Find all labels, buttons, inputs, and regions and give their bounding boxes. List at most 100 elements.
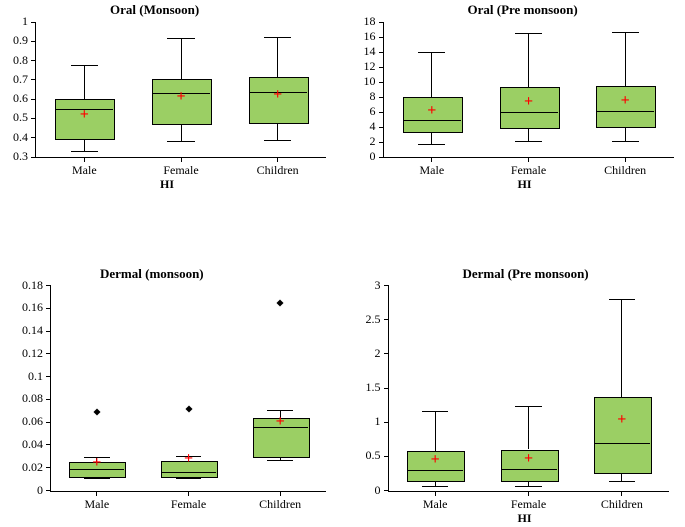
median-line [596, 111, 654, 112]
chart-title: Dermal (monsoon) [100, 266, 204, 282]
category-label: Female [494, 497, 564, 512]
whisker-cap [418, 144, 445, 145]
ytick-mark [31, 79, 36, 80]
ytick-mark [31, 60, 36, 61]
ytick-label: 4 [334, 119, 376, 134]
median-line [407, 470, 463, 471]
category-label: Male [62, 497, 132, 512]
median-line [500, 112, 558, 113]
ytick-mark [46, 331, 51, 332]
chart-title: Oral (Monsoon) [110, 2, 199, 18]
ytick-label: 10 [334, 74, 376, 89]
xtick-mark [84, 157, 85, 162]
ytick-mark [46, 422, 51, 423]
ytick-label: 0.14 [1, 323, 43, 338]
whisker [84, 65, 85, 99]
whisker [431, 52, 432, 97]
panel-dermal-monsoon: Dermal (monsoon) 00.020.040.060.080.10.12… [0, 264, 343, 527]
ytick-label: 0.16 [1, 300, 43, 315]
ytick-mark [46, 353, 51, 354]
xtick-mark [435, 491, 436, 496]
whisker [528, 127, 529, 141]
ytick-mark [31, 22, 36, 23]
whisker-cap [267, 460, 293, 461]
ytick-label: 0.1 [1, 369, 43, 384]
mean-marker: + [92, 455, 101, 471]
ytick-mark [46, 467, 51, 468]
whisker-cap [264, 37, 291, 38]
median-line [403, 120, 461, 121]
ytick-label: 0 [334, 149, 376, 164]
ytick-label: 0.12 [1, 346, 43, 361]
ytick-label: 0.7 [0, 72, 28, 87]
ytick-mark [31, 137, 36, 138]
ytick-label: 0.5 [339, 448, 381, 463]
xtick-mark [96, 491, 97, 496]
whisker-cap [612, 32, 639, 33]
ytick-label: 16 [334, 29, 376, 44]
ytick-label: 1 [339, 414, 381, 429]
whisker [277, 122, 278, 139]
box [594, 397, 652, 474]
panel-oral-monsoon: Oral (Monsoon)0.30.40.50.60.70.80.91Male… [0, 0, 343, 264]
ytick-mark [384, 388, 389, 389]
ytick-mark [46, 444, 51, 445]
mean-marker: + [427, 103, 436, 119]
ytick-label: 2 [334, 134, 376, 149]
plot-area: 00.020.040.060.080.10.120.140.160.18Male… [50, 286, 326, 492]
whisker-cap [167, 38, 194, 39]
ytick-mark [31, 99, 36, 100]
ytick-label: 0 [339, 483, 381, 498]
outlier-marker [185, 405, 192, 412]
xtick-mark [277, 157, 278, 162]
category-label: Children [590, 163, 660, 178]
median-line [594, 443, 650, 444]
category-label: Female [146, 163, 216, 178]
ytick-mark [31, 157, 36, 158]
ytick-label: 0.06 [1, 414, 43, 429]
whisker [84, 138, 85, 152]
ytick-mark [379, 112, 384, 113]
ytick-mark [384, 353, 389, 354]
xtick-mark [621, 491, 622, 496]
whisker [277, 37, 278, 77]
whisker-cap [515, 486, 541, 487]
ytick-mark [379, 97, 384, 98]
whisker-cap [609, 299, 635, 300]
ytick-mark [46, 308, 51, 309]
mean-marker: + [276, 414, 285, 430]
x-axis-label: HI [518, 511, 532, 526]
mean-marker: + [273, 87, 282, 103]
ytick-label: 0.04 [1, 437, 43, 452]
ytick-label: 0.8 [0, 53, 28, 68]
category-label: Male [397, 163, 467, 178]
ytick-mark [379, 22, 384, 23]
ytick-label: 0.18 [1, 278, 43, 293]
outlier-marker [277, 299, 284, 306]
xtick-mark [188, 491, 189, 496]
ytick-mark [379, 142, 384, 143]
whisker-cap [609, 481, 635, 482]
xtick-mark [528, 491, 529, 496]
ytick-label: 3 [339, 278, 381, 293]
ytick-label: 0.5 [0, 110, 28, 125]
whisker-cap [84, 478, 110, 479]
panel-dermal-premonsoon: Dermal (Pre monsoon)00.511.522.53Male+Fe… [343, 264, 685, 527]
mean-marker: + [617, 412, 626, 428]
chart-title: Oral (Pre monsoon) [468, 2, 578, 18]
mean-marker: + [621, 93, 630, 109]
ytick-label: 14 [334, 44, 376, 59]
category-label: Male [49, 163, 119, 178]
ytick-mark [379, 37, 384, 38]
plot-area: 024681012141618Male+Female+Children+ [383, 22, 674, 158]
ytick-label: 2.5 [339, 312, 381, 327]
whisker-cap [167, 141, 194, 142]
category-label: Male [400, 497, 470, 512]
mean-marker: + [524, 94, 533, 110]
xtick-mark [625, 157, 626, 162]
ytick-label: 0.4 [0, 130, 28, 145]
ytick-mark [384, 319, 389, 320]
ytick-label: 0.3 [0, 149, 28, 164]
ytick-label: 1.5 [339, 380, 381, 395]
xtick-mark [431, 157, 432, 162]
